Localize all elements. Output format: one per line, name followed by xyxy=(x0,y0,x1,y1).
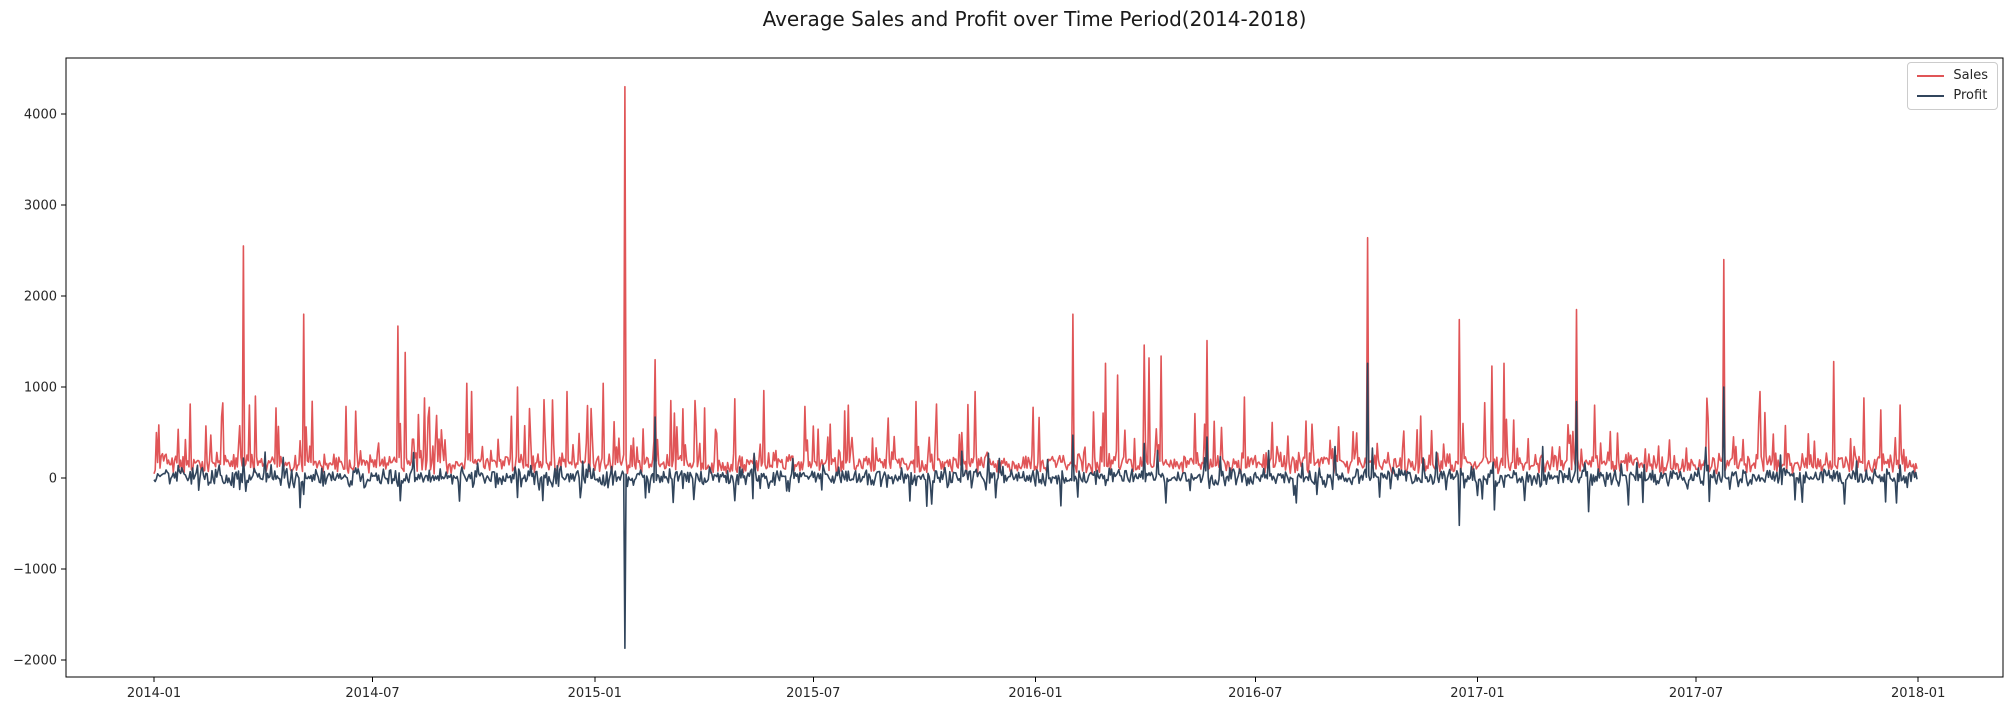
x-tick-label: 2015-07 xyxy=(786,686,840,701)
x-tick-label: 2014-07 xyxy=(345,686,399,701)
profit-line xyxy=(153,362,1918,650)
axes-spines xyxy=(65,57,2004,678)
y-tick-label: −2000 xyxy=(13,653,57,668)
y-tick-label: 4000 xyxy=(24,107,57,122)
legend-label-sales: Sales xyxy=(1953,68,1988,83)
sales-line-swatch xyxy=(1917,74,1945,77)
chart-title: Average Sales and Profit over Time Perio… xyxy=(762,7,1307,31)
y-tick-label: 1000 xyxy=(24,380,57,395)
y-tick-label: 2000 xyxy=(24,289,57,304)
legend: Sales Profit xyxy=(1907,62,1998,110)
x-tick-label: 2016-07 xyxy=(1228,686,1282,701)
x-tick-label: 2014-01 xyxy=(127,686,181,701)
x-tick-label: 2015-01 xyxy=(568,686,622,701)
profit-line-swatch xyxy=(1917,94,1945,97)
x-tick-label: 2016-01 xyxy=(1008,686,1062,701)
x-tick-label: 2017-07 xyxy=(1669,686,1723,701)
x-tick-label: 2017-01 xyxy=(1450,686,1504,701)
y-tick-label: 3000 xyxy=(24,198,57,213)
legend-label-profit: Profit xyxy=(1953,88,1988,103)
x-tick-label: 2018-01 xyxy=(1891,686,1945,701)
y-tick-label: −1000 xyxy=(13,562,57,577)
y-tick-label: 0 xyxy=(49,471,57,486)
legend-item-sales: Sales xyxy=(1917,68,1988,83)
sales-line xyxy=(153,85,1918,475)
legend-item-profit: Profit xyxy=(1917,88,1988,103)
